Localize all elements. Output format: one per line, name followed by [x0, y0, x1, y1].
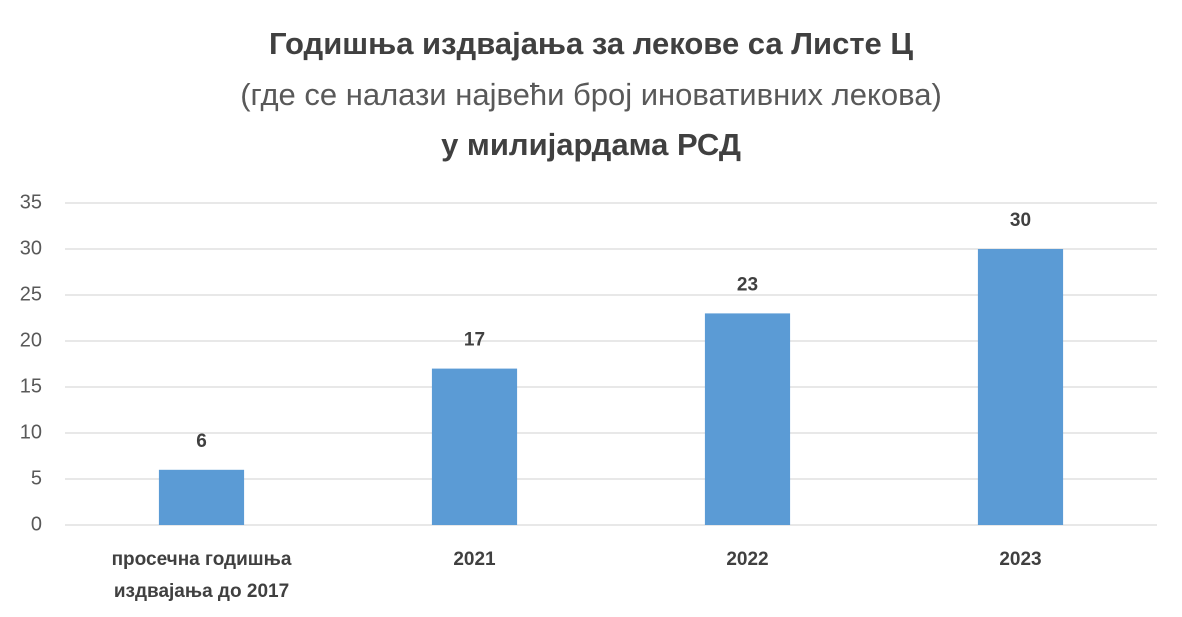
- x-tick-label: 2021: [453, 549, 496, 570]
- bar: [977, 249, 1064, 525]
- value-label: 6: [196, 431, 207, 452]
- value-label: 23: [737, 274, 758, 295]
- y-tick-label: 25: [20, 283, 42, 305]
- y-tick-label: 15: [20, 375, 42, 397]
- y-tick-label: 0: [31, 513, 42, 535]
- bar: [158, 469, 245, 525]
- x-tick-label: просечна годишња издвајања до 2017: [112, 549, 292, 602]
- x-tick-label: 2022: [726, 549, 768, 570]
- y-tick-label: 10: [20, 421, 42, 443]
- x-tick-label: 2023: [999, 549, 1041, 570]
- y-tick-label: 30: [20, 237, 42, 259]
- unit-line: у милијардама РСД: [441, 127, 741, 162]
- chart-subtitle: (где се налази највећи број иновативних …: [240, 77, 942, 112]
- bar: [431, 368, 518, 525]
- value-label: 30: [1010, 210, 1031, 231]
- y-tick-label: 20: [20, 329, 42, 351]
- value-label: 17: [464, 330, 485, 351]
- y-tick-label: 35: [20, 191, 42, 213]
- bar: [704, 313, 791, 525]
- y-tick-label: 5: [31, 467, 42, 489]
- chart-title: Годишња издвајања за лекове са Листе Ц: [269, 26, 913, 61]
